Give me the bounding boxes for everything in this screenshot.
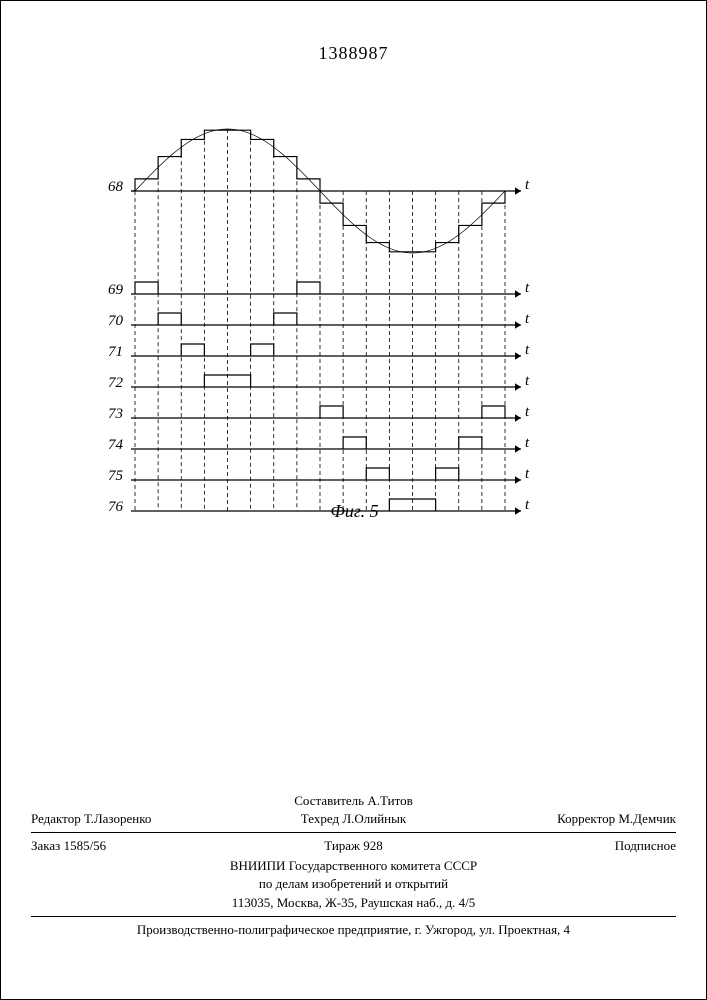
techred-label: Техред (301, 811, 339, 826)
org-line-1: ВНИИПИ Государственного комитета СССР (31, 857, 676, 875)
row-label-68: 68 (93, 179, 123, 196)
compiler-label: Составитель (294, 793, 364, 808)
axis-label-t: t (525, 311, 529, 328)
axis-label-t: t (525, 280, 529, 297)
print-run-value: 928 (363, 838, 383, 853)
axis-label-t: t (525, 404, 529, 421)
row-label-69: 69 (93, 282, 123, 299)
techred-name: Л.Олийнык (342, 811, 406, 826)
separator-line (31, 832, 676, 833)
axis-label-t: t (525, 342, 529, 359)
subscription: Подписное (615, 838, 676, 853)
org-address: 113035, Москва, Ж-35, Раушская наб., д. … (31, 894, 676, 912)
axis-label-t: t (525, 177, 529, 194)
figure-5: 68t69t70t71t72t73t74t75t76t (91, 81, 551, 511)
axis-label-t: t (525, 466, 529, 483)
row-label-70: 70 (93, 313, 123, 330)
timing-diagram-svg (91, 81, 551, 541)
editor-label: Редактор (31, 811, 81, 826)
printer-line: Производственно-полиграфическое предприя… (31, 921, 676, 939)
print-run-label: Тираж (324, 838, 360, 853)
separator-line-2 (31, 916, 676, 917)
row-label-75: 75 (93, 468, 123, 485)
publication-footer: Составитель А.Титов Редактор Т.Лазоренко… (31, 792, 676, 939)
page: 1388987 68t69t70t71t72t73t74t75t76t Фиг.… (0, 0, 707, 1000)
axis-label-t: t (525, 435, 529, 452)
axis-label-t: t (525, 373, 529, 390)
corrector-name: М.Демчик (618, 811, 676, 826)
order-value: 1585/56 (64, 838, 107, 853)
row-label-74: 74 (93, 437, 123, 454)
compiler-name: А.Титов (367, 793, 412, 808)
editor-name: Т.Лазоренко (84, 811, 151, 826)
patent-number: 1388987 (1, 43, 706, 64)
row-label-72: 72 (93, 375, 123, 392)
org-line-2: по делам изобретений и открытий (31, 875, 676, 893)
figure-caption: Фиг. 5 (1, 501, 707, 522)
row-label-73: 73 (93, 406, 123, 423)
order-label: Заказ (31, 838, 60, 853)
corrector-label: Корректор (557, 811, 615, 826)
row-label-71: 71 (93, 344, 123, 361)
